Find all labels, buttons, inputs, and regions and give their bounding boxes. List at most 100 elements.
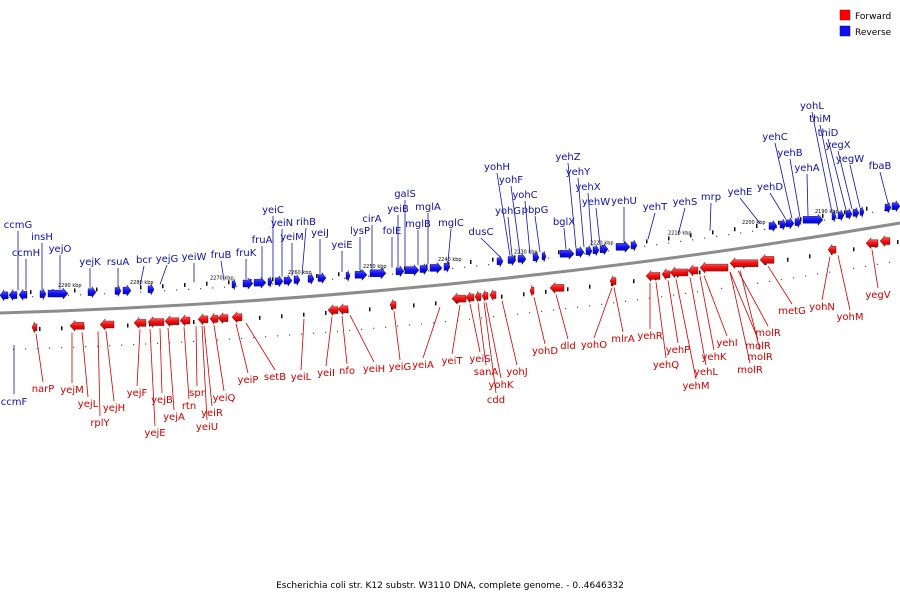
label-leader-line — [699, 275, 715, 351]
forward-gene-arrow — [197, 313, 209, 326]
forward-gene-arrow — [729, 257, 759, 270]
forward-gene-label-yeir: yeiR — [201, 408, 223, 419]
guide-dot — [637, 299, 639, 301]
reverse-gene-arrow — [267, 276, 273, 288]
forward-gene-label-yeja: yejA — [163, 412, 185, 423]
tick-mark — [303, 312, 305, 317]
forward-gene-label-yehm: yehM — [682, 381, 709, 392]
guide-dot — [769, 280, 771, 283]
forward-gene-label-setb: setB — [264, 372, 286, 383]
forward-gene-label-yeih: yeiH — [363, 364, 385, 375]
guide-dot — [829, 271, 831, 273]
tick-mark — [523, 292, 525, 297]
forward-gene-label-yejb: yejB — [151, 395, 173, 406]
forward-gene-label-yeii: yeiI — [317, 368, 335, 379]
reverse-gene-label-fruk: fruK — [236, 248, 257, 259]
tick-mark — [338, 272, 340, 277]
forward-gene-label-yeje: yejE — [144, 428, 165, 439]
forward-gene-arrow — [669, 266, 689, 279]
label-leader-line — [183, 326, 190, 400]
guide-dot — [344, 277, 346, 279]
guide-dot — [164, 290, 166, 292]
forward-gene-arrow — [231, 311, 243, 324]
guide-dot — [776, 227, 778, 229]
tick-mark — [778, 220, 780, 225]
forward-gene-arrow — [164, 315, 180, 328]
tick-mark — [30, 290, 32, 295]
scale-label-2260-kbp: 2260 kbp — [288, 270, 312, 276]
guide-dot — [541, 310, 543, 313]
guide-dot — [476, 265, 478, 267]
reverse-gene-arrow — [845, 208, 853, 220]
tick-mark — [567, 287, 569, 292]
guide-dot — [80, 294, 82, 296]
reverse-gene-arrow — [532, 251, 540, 263]
guide-dot — [493, 316, 495, 318]
forward-gene-arrow — [661, 268, 671, 281]
guide-dot — [716, 235, 718, 238]
reverse-gene-label-yohf: yohF — [499, 175, 523, 186]
guide-dot — [332, 278, 334, 280]
reverse-gene-arrow — [785, 217, 795, 230]
reverse-gene-label-pbpg: pbpG — [522, 205, 549, 216]
guide-dot — [817, 273, 819, 275]
guide-dot — [872, 211, 874, 213]
forward-gene-label-cdd: cdd — [487, 395, 505, 406]
scale-label-2250-kbp: 2250 kbp — [363, 264, 387, 270]
tick-mark — [140, 285, 142, 290]
reverse-gene-label-yehs: yehS — [673, 197, 698, 208]
forward-gene-arrow — [209, 312, 219, 325]
tick-mark — [492, 257, 494, 262]
forward-gene-label-rply: rplY — [90, 418, 110, 429]
reverse-gene-arrow — [395, 265, 405, 278]
tick-mark — [800, 217, 802, 222]
guide-dot — [188, 288, 190, 290]
tick-mark — [897, 240, 899, 245]
label-leader-line — [689, 277, 707, 366]
guide-dot — [121, 344, 123, 346]
guide-dot — [8, 296, 10, 298]
forward-gene-arrow — [645, 269, 661, 282]
forward-gene-label-yejf: yejF — [127, 388, 148, 399]
guide-dot — [68, 294, 70, 296]
label-leader-line — [524, 200, 531, 254]
tick-mark — [96, 287, 98, 292]
reverse-gene-arrow — [87, 286, 97, 299]
tick-mark — [272, 277, 274, 282]
gene-arrows — [0, 200, 900, 333]
label-leader-line — [501, 300, 518, 366]
scale-label-2240-kbp: 2240 kbp — [438, 257, 462, 263]
guide-dot — [193, 340, 195, 342]
label-leader-line — [767, 265, 793, 305]
label-leader-line — [827, 138, 847, 211]
label-leader-line — [485, 302, 502, 379]
forward-gene-label-yeia: yeiA — [412, 360, 434, 371]
label-leader-line — [349, 315, 375, 363]
forward-gene-arrow — [69, 319, 85, 332]
forward-gene-label-yoho: yohO — [581, 340, 607, 351]
guide-dot — [409, 324, 411, 326]
forward-gene-label-rtn: rtn — [182, 401, 196, 412]
guide-dot — [853, 267, 855, 269]
reverse-gene-label-yehe: yehE — [728, 187, 753, 198]
forward-gene-label-yeit: yeiT — [442, 356, 464, 367]
guide-dot — [272, 283, 274, 285]
genome-footer: Escherichia coli str. K12 substr. W3110 … — [276, 581, 624, 591]
tick-mark — [866, 206, 868, 211]
tick-mark — [74, 288, 76, 293]
label-leader-line — [97, 331, 101, 417]
reverse-gene-arrow — [147, 283, 155, 295]
reverse-gene-label-yeiw: yeiW — [182, 252, 207, 263]
guide-dot — [236, 285, 238, 287]
guide-dot — [133, 344, 135, 346]
guide-dot — [625, 300, 627, 302]
label-leader-line — [587, 192, 593, 247]
forward-gene-arrow — [147, 316, 165, 329]
tick-mark — [193, 320, 195, 325]
label-leader-line — [739, 270, 761, 351]
guide-dot — [85, 346, 87, 348]
reverse-gene-arrow — [541, 250, 547, 262]
forward-gene-label-yehq: yehQ — [653, 360, 679, 371]
guide-dot — [781, 279, 783, 281]
